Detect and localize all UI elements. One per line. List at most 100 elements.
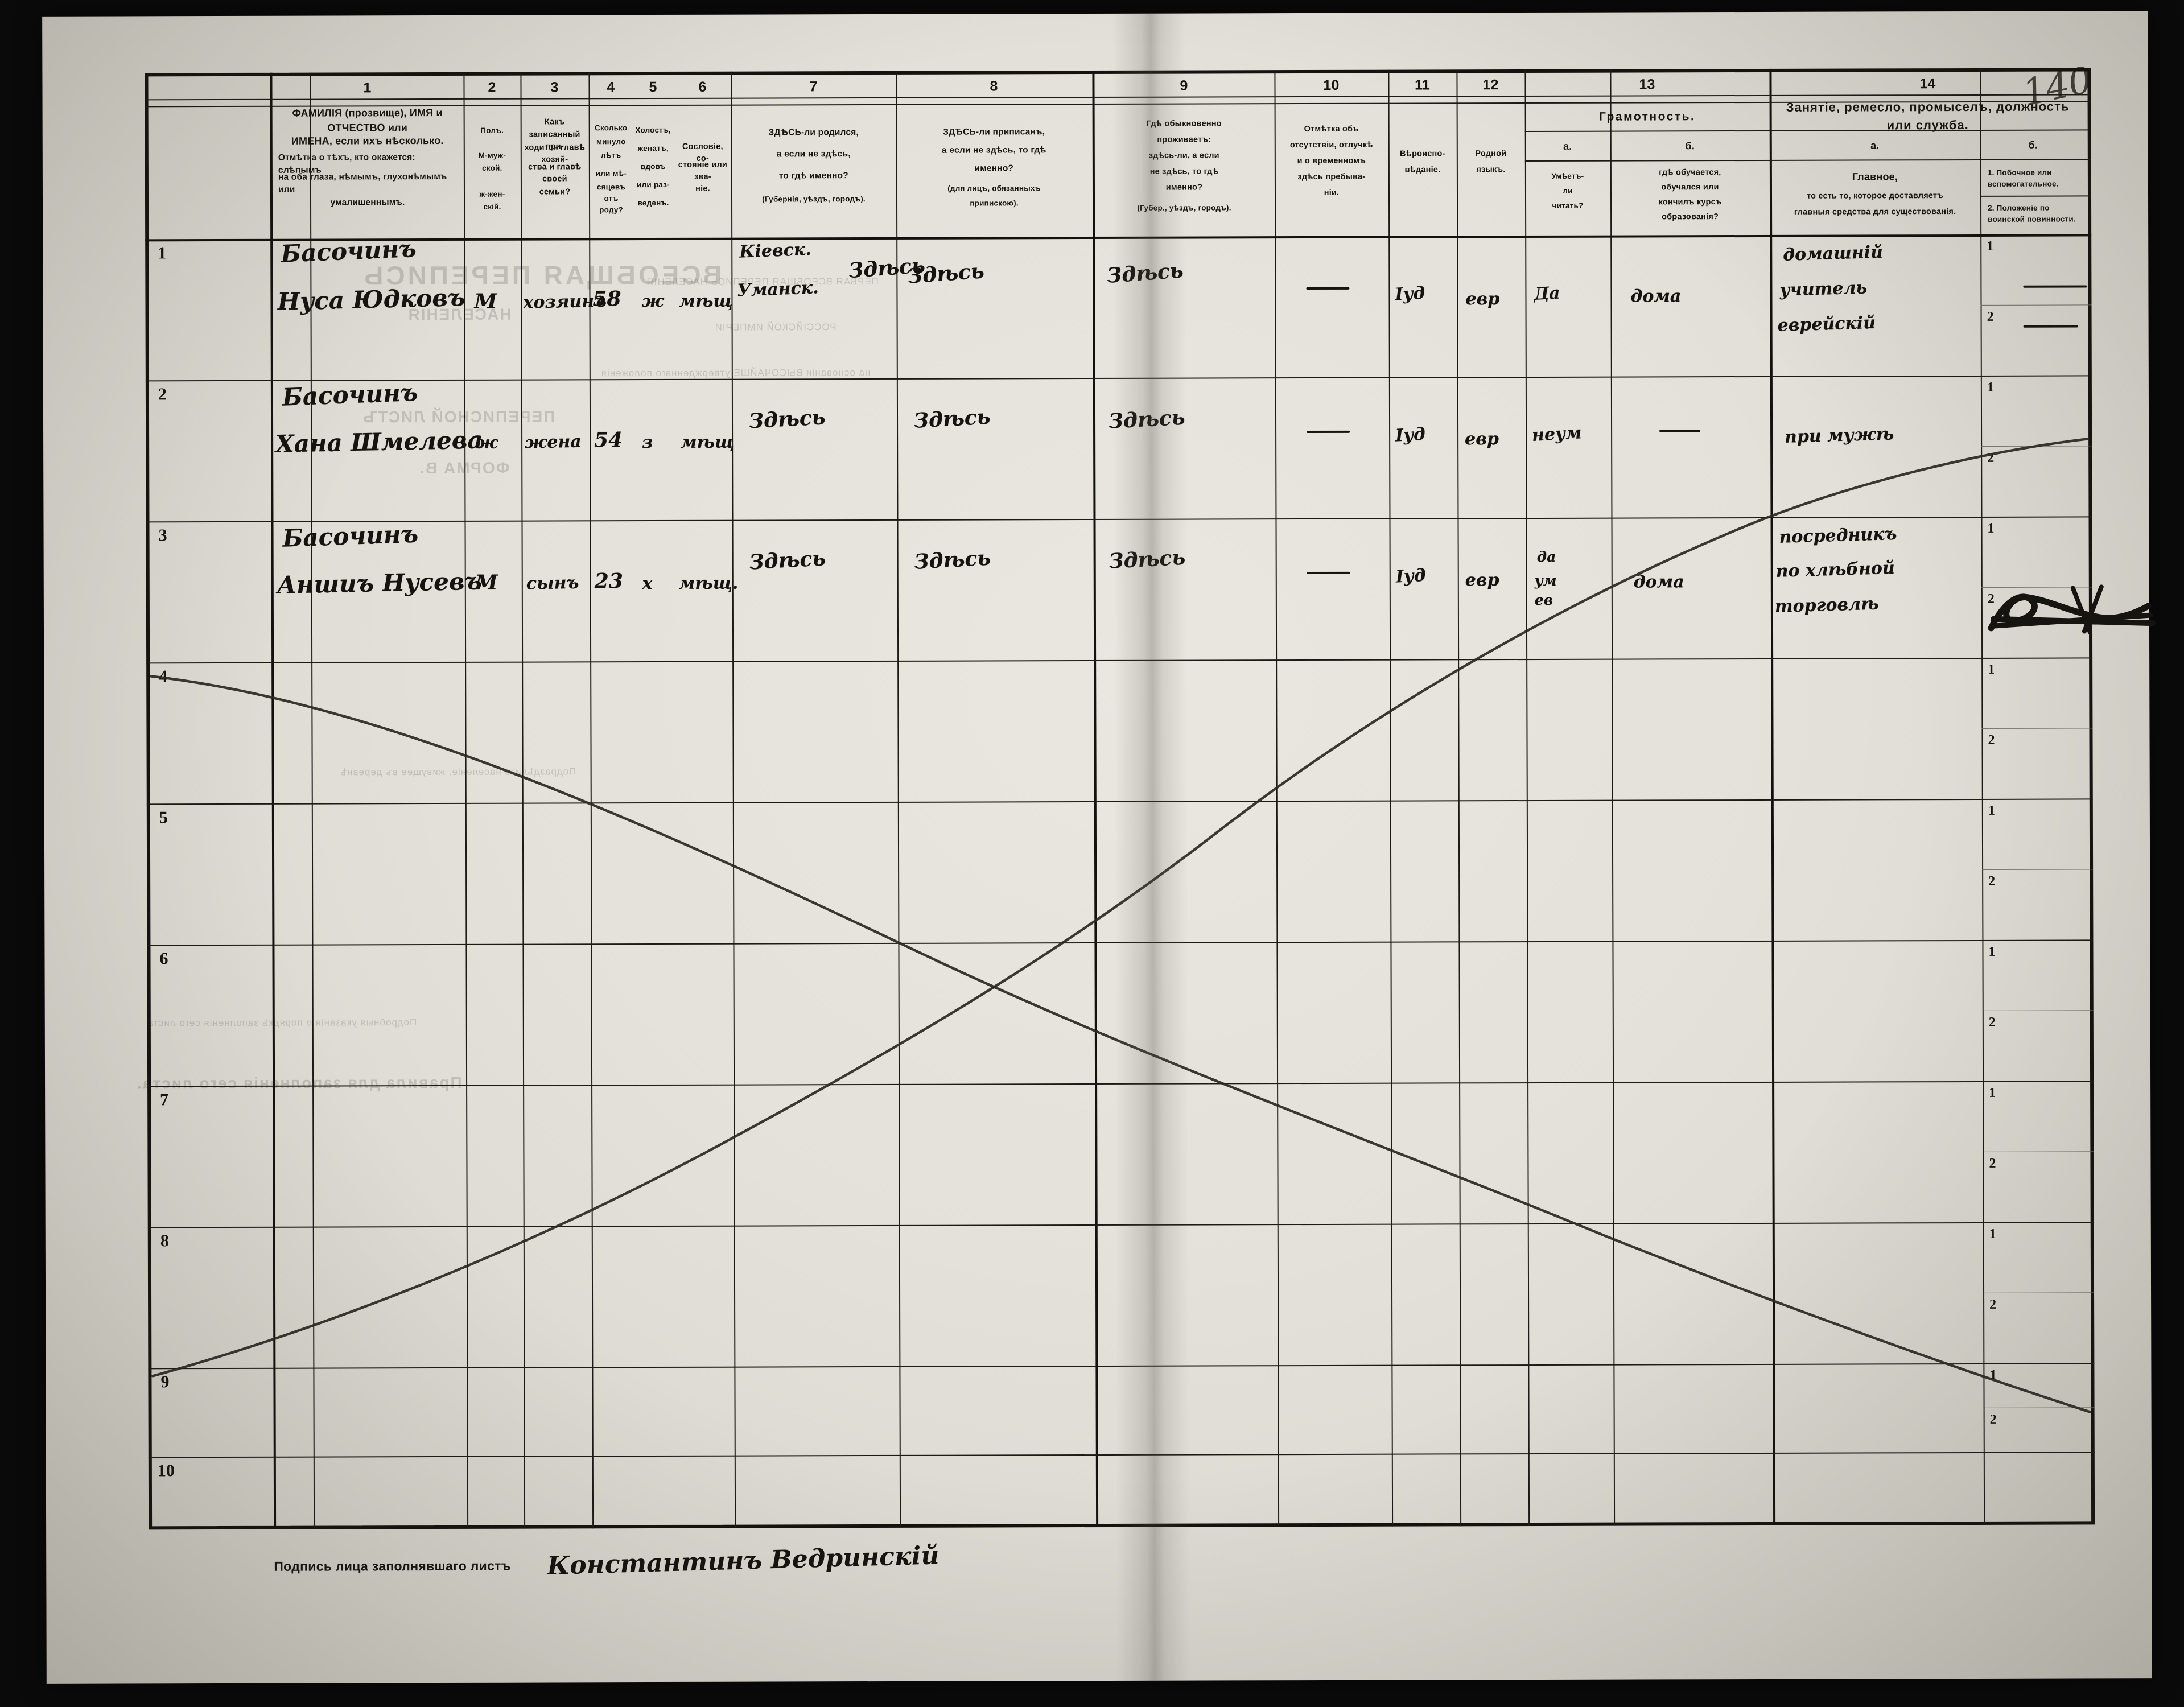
row1-occupation-line2: учитель bbox=[1779, 278, 1868, 300]
col12-line2: языкъ. bbox=[1476, 165, 1506, 175]
col-number-11: 11 bbox=[1415, 77, 1430, 93]
row-number-4: 4 bbox=[159, 667, 168, 686]
col13a-line2: ли bbox=[1563, 187, 1573, 196]
signature-label: Подпись лица заполнявшаго листъ bbox=[274, 1558, 511, 1574]
col4-line1: Сколько bbox=[594, 123, 628, 133]
col5-line4: или раз- bbox=[637, 180, 670, 189]
col13b-line1: гдѣ обучается, bbox=[1659, 168, 1721, 178]
row2-surname: Басочинъ bbox=[282, 378, 419, 411]
col10-line2: отсутствіи, отлучкѣ bbox=[1289, 141, 1373, 150]
subrow-marker-7a: 1 bbox=[1989, 1085, 1996, 1100]
row3-relation: сынъ bbox=[526, 572, 579, 594]
col8-line2: а если не здѣсь, то гдѣ bbox=[942, 145, 1046, 155]
signature-line: Подпись лица заполнявшаго листъ Констант… bbox=[274, 1541, 1184, 1581]
col3-line1: Какъ записанный при- bbox=[529, 117, 580, 151]
col-number-1: 1 bbox=[363, 80, 372, 96]
row-number-1: 1 bbox=[158, 244, 167, 263]
col-number-4: 4 bbox=[607, 79, 615, 96]
col2-line4: ж-жен- bbox=[479, 189, 505, 199]
col5-line1: Холостъ, bbox=[635, 126, 671, 135]
subrow-marker-9b: 2 bbox=[1989, 1412, 1997, 1427]
col13a-line1: Умѣетъ- bbox=[1551, 171, 1584, 181]
row-number-7: 7 bbox=[160, 1090, 169, 1110]
col8-line4: (для лицъ, обязанныхъ bbox=[947, 184, 1041, 193]
row2-estate: мѣщ bbox=[681, 432, 735, 452]
subrow-marker-1b: 2 bbox=[1987, 309, 1994, 324]
subrow-marker-9a: 1 bbox=[1989, 1367, 1997, 1383]
row3-age: 23 bbox=[594, 569, 623, 593]
row3-sex: М bbox=[475, 570, 498, 595]
row1-education: дома bbox=[1630, 286, 1682, 307]
col13-sub-b-label: б. bbox=[1685, 140, 1695, 152]
col4-line4: или мѣ- bbox=[595, 169, 627, 178]
col-number-7: 7 bbox=[809, 79, 818, 95]
col14b-item2: 2. Положеніе по воинской повинности. bbox=[1988, 204, 2076, 224]
row2-education-dash bbox=[1659, 430, 1701, 432]
row-number-8: 8 bbox=[160, 1231, 169, 1251]
col7-line1: ЗДѢСЬ-ли родился, bbox=[768, 127, 859, 138]
row-number-9: 9 bbox=[160, 1372, 170, 1392]
subrow-marker-7b: 2 bbox=[1989, 1156, 1996, 1171]
row1-sex: М bbox=[474, 289, 497, 314]
col6-line2: стояніе или зва- bbox=[678, 160, 727, 182]
row-number-6: 6 bbox=[159, 949, 168, 968]
row1-religion: Іуд bbox=[1394, 283, 1426, 305]
row3-education: дома bbox=[1633, 572, 1684, 592]
row3-occupation-line2: по хлѣбной bbox=[1775, 558, 1895, 582]
col2-line5: скій. bbox=[483, 202, 501, 212]
col10-line1: Отмѣтка объ bbox=[1304, 125, 1359, 134]
col9-line1: Гдѣ обыкновенно bbox=[1146, 119, 1222, 129]
row-number-3: 3 bbox=[158, 526, 167, 545]
subrow-marker-2a: 1 bbox=[1987, 380, 1994, 395]
col14a-line1: Главное, bbox=[1852, 171, 1898, 183]
col14-sub-a-label: а. bbox=[1870, 139, 1880, 151]
row1-literate: Да bbox=[1533, 283, 1561, 304]
col4-line6: отъ роду? bbox=[599, 194, 623, 215]
col8-line5: припискою). bbox=[970, 199, 1019, 208]
col4-line3: лѣтъ bbox=[601, 151, 621, 160]
row2-sex: ж bbox=[476, 432, 498, 453]
col7-line2: а если не здѣсь, bbox=[776, 149, 851, 159]
row3-estate: мѣщ. bbox=[678, 573, 739, 593]
col13b-line3: кончилъ курсъ bbox=[1658, 197, 1722, 207]
col-number-12: 12 bbox=[1482, 77, 1499, 93]
col-number-6: 6 bbox=[698, 79, 707, 95]
row3-given: Аншиъ Нусевъ bbox=[277, 567, 483, 599]
col14b-item1: 1. Побочное или вспомогательное. bbox=[1987, 168, 2059, 188]
row1-absence-dash bbox=[1306, 287, 1350, 290]
subrow-marker-4a: 1 bbox=[1988, 662, 1995, 677]
subrow-marker-1a: 1 bbox=[1987, 238, 1994, 254]
col10-line5: ніи. bbox=[1324, 188, 1340, 198]
row2-literate: неум bbox=[1531, 423, 1583, 446]
col6-line3: ніе. bbox=[695, 184, 710, 194]
row1-given: Нуса Юдковъ bbox=[277, 283, 466, 316]
census-sheet-paper: ВСЕОБЩАЯ ПЕРЕПИСЬ НАСЕЛЕНІЯ ПЕРЕПИСНОЙ Л… bbox=[42, 11, 2156, 1684]
row1-language: евр bbox=[1465, 289, 1500, 310]
row1-occupation-line3: еврейскій bbox=[1777, 312, 1876, 336]
col13b-line2: обучался или bbox=[1661, 183, 1719, 192]
subrow-marker-5b: 2 bbox=[1988, 873, 1996, 889]
col9-line4: не здѣсь, то гдѣ bbox=[1149, 167, 1219, 177]
col-number-9: 9 bbox=[1180, 77, 1188, 94]
row3-absence-dash bbox=[1307, 571, 1350, 575]
col13b-line4: образованія? bbox=[1662, 212, 1719, 222]
col11-line1: Вѣроиспо- bbox=[1399, 149, 1445, 159]
row3-registered: Здѣсь bbox=[913, 546, 992, 574]
row3-literate-line1: да bbox=[1536, 548, 1556, 565]
col4-line2: минуло bbox=[596, 137, 626, 146]
col-number-13: 13 bbox=[1639, 76, 1655, 93]
row-number-2: 2 bbox=[158, 385, 167, 404]
col3-line3: ства и главѣ своей bbox=[528, 162, 582, 184]
census-table: 1 2 3 4 5 6 7 8 9 10 11 12 13 14 ФАМИЛІЯ… bbox=[145, 68, 2156, 1530]
subrow-marker-8b: 2 bbox=[1989, 1297, 1997, 1312]
col12-line1: Родной bbox=[1475, 149, 1507, 159]
col5-line5: веденъ. bbox=[637, 199, 669, 208]
col-number-14: 14 bbox=[1919, 76, 1936, 92]
row1-birth-line2: Уманск. bbox=[736, 278, 819, 301]
subrow-marker-6b: 2 bbox=[1988, 1015, 1996, 1030]
subrow-marker-2b: 2 bbox=[1987, 450, 1995, 465]
col3-line4: семьи? bbox=[539, 187, 571, 197]
col2-line2: М-муж- bbox=[478, 151, 506, 160]
col8-line1: ЗДѢСЬ-ли приписанъ, bbox=[943, 127, 1045, 137]
row3-marital: х bbox=[642, 574, 653, 594]
